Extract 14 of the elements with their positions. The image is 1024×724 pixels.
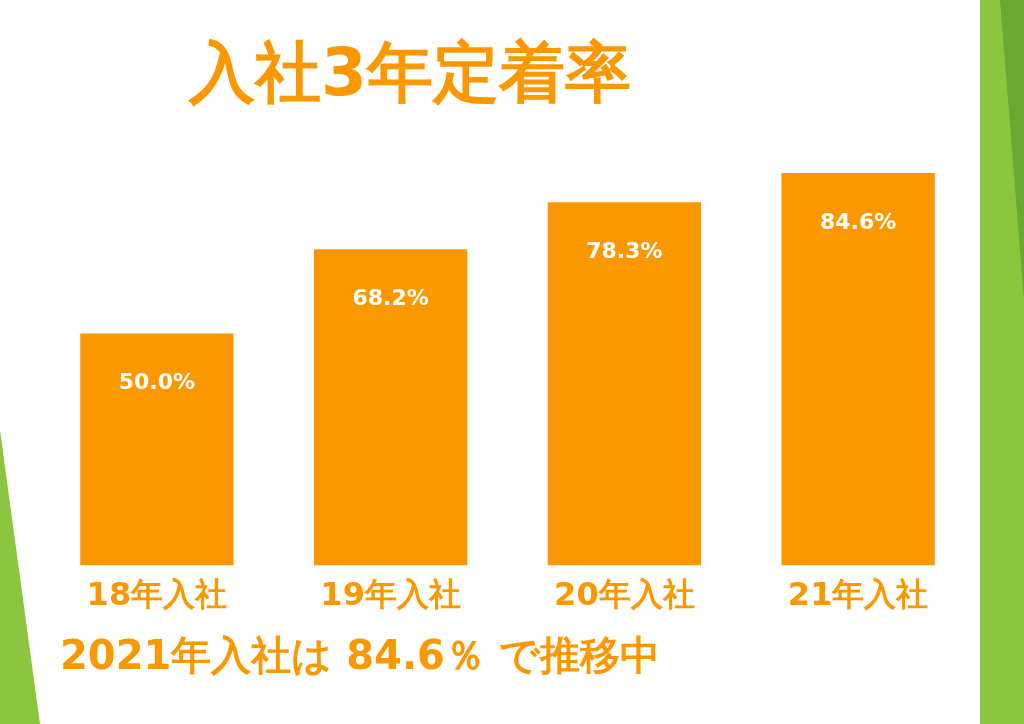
x-tick-label: 20年入社 [554,575,695,614]
data-label: 78.3% [586,238,663,264]
bar [547,202,702,566]
data-label: 68.2% [352,284,429,310]
bar [781,173,935,566]
chart-title: 入社3年定着率 [187,33,632,113]
x-tick-label: 18年入社 [86,575,228,614]
bar [313,249,468,566]
x-tick-label: 19年入社 [320,575,461,614]
text: 2021年入社は 84.6％ で推移中 [60,631,660,680]
bar [80,333,234,566]
x-tick-label: 21年入社 [787,575,929,614]
data-label: 50.0% [118,369,196,395]
data-label: 84.6% [819,208,897,234]
